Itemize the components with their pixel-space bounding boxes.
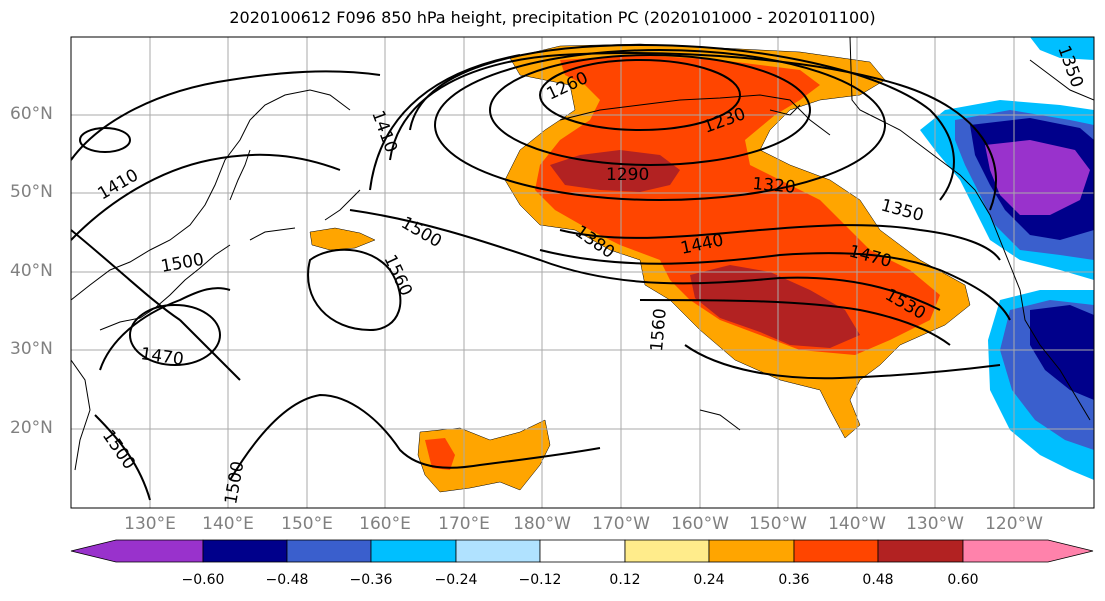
precip-patch-south bbox=[417, 419, 551, 493]
colorbar-bin bbox=[539, 539, 626, 563]
colorbar bbox=[70, 539, 1094, 563]
colorbar-tick-label: −0.60 bbox=[181, 572, 225, 588]
colorbar-tick-label: 0.60 bbox=[947, 572, 979, 588]
negative-band-south-darkblue bbox=[1030, 305, 1094, 400]
contour-1410 bbox=[369, 54, 521, 191]
latitude-label: 30°N bbox=[10, 339, 53, 359]
latitude-label: 50°N bbox=[10, 182, 53, 202]
colorbar-tick-label: 0.24 bbox=[693, 572, 725, 588]
longitude-label: 160°E bbox=[359, 514, 411, 534]
contour-1560 bbox=[684, 344, 1001, 380]
precip-patch-south-red bbox=[425, 438, 455, 470]
colorbar-bin bbox=[708, 539, 795, 563]
colorbar-bin bbox=[286, 539, 372, 563]
colorbar-tick-label: −0.24 bbox=[434, 572, 478, 588]
contour-small-west bbox=[79, 127, 131, 153]
contour-1350 bbox=[409, 43, 955, 201]
contour-1500-west bbox=[71, 229, 241, 381]
contour-1260 bbox=[539, 59, 741, 131]
map-title: 2020100612 F096 850 hPa height, precipit… bbox=[229, 8, 876, 27]
latitude-label: 40°N bbox=[10, 261, 53, 281]
negative-band-purple bbox=[985, 140, 1090, 215]
contour-label: 1320 bbox=[752, 174, 797, 198]
contour-1470-west bbox=[99, 287, 231, 371]
negative-band-north bbox=[1030, 37, 1094, 60]
longitude-label: 120°W bbox=[985, 514, 1043, 534]
coastlines bbox=[71, 37, 1094, 471]
colorbar-bin bbox=[962, 539, 1094, 563]
longitude-label: 140°W bbox=[828, 514, 886, 534]
contour-1500-south bbox=[94, 414, 151, 501]
height-contours bbox=[71, 43, 1011, 501]
latitude-label: 20°N bbox=[10, 418, 53, 438]
contour-1470 bbox=[539, 249, 1011, 321]
contour-1530 bbox=[639, 299, 951, 346]
contour-1560-high bbox=[307, 248, 402, 332]
colorbar-bin bbox=[70, 539, 204, 563]
contour-1440 bbox=[559, 224, 1001, 261]
longitude-label: 150°E bbox=[281, 514, 333, 534]
colorbar-tick-label: 0.36 bbox=[778, 572, 810, 588]
longitude-label: 130°E bbox=[124, 514, 176, 534]
contour-1320 bbox=[434, 49, 886, 201]
colorbar-bin bbox=[455, 539, 541, 563]
longitude-label: 130°W bbox=[906, 514, 964, 534]
precip-patch-small bbox=[309, 227, 376, 251]
precip-band-darkred-2 bbox=[690, 265, 860, 348]
colorbar-bin bbox=[202, 539, 288, 563]
longitude-label: 180°W bbox=[513, 514, 571, 534]
latitude-label: 60°N bbox=[10, 104, 53, 124]
colorbar-bin bbox=[624, 539, 710, 563]
longitude-label: 150°W bbox=[749, 514, 807, 534]
contour-1410-west-2 bbox=[71, 153, 341, 241]
colorbar-bin bbox=[793, 539, 879, 563]
longitude-label: 160°W bbox=[671, 514, 729, 534]
colorbar-tick-label: 0.12 bbox=[609, 572, 641, 588]
contour-1380 bbox=[389, 52, 997, 211]
contour-1470-japan bbox=[129, 304, 221, 366]
map-frame bbox=[70, 36, 1095, 509]
longitude-label: 170°W bbox=[592, 514, 650, 534]
contour-1500-south-2 bbox=[229, 393, 601, 481]
colorbar-tick-label: 0.48 bbox=[862, 572, 894, 588]
longitude-label: 170°E bbox=[438, 514, 490, 534]
longitude-label: 140°E bbox=[202, 514, 254, 534]
colorbar-tick-label: −0.48 bbox=[265, 572, 309, 588]
colorbar-bin bbox=[370, 539, 457, 563]
contour-1500 bbox=[349, 209, 941, 311]
contour-label: 1290 bbox=[606, 165, 649, 185]
colorbar-bin bbox=[877, 539, 964, 563]
contour-1290 bbox=[489, 54, 811, 166]
graticule bbox=[71, 37, 1094, 508]
colorbar-tick-label: −0.12 bbox=[518, 572, 562, 588]
colorbar-tick-label: −0.36 bbox=[349, 572, 393, 588]
contour-label: 1560 bbox=[647, 308, 671, 353]
